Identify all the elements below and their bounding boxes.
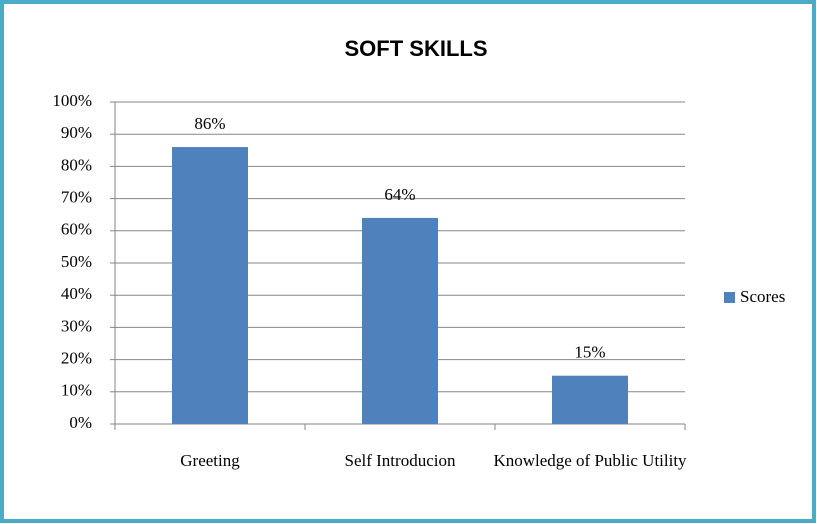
y-tick-label: 50%: [61, 252, 92, 271]
y-tick-label: 90%: [61, 123, 92, 142]
x-tick-label: Self Introducion: [344, 451, 456, 470]
bar: [362, 217, 438, 424]
y-tick-label: 20%: [61, 349, 92, 368]
y-tick-label: 80%: [61, 155, 92, 174]
y-tick-label: 30%: [61, 316, 92, 335]
data-label: 86%: [194, 114, 225, 133]
x-tick-label: Greeting: [180, 451, 240, 470]
bar: [172, 147, 248, 424]
y-tick-label: 70%: [61, 188, 92, 207]
y-tick-label: 10%: [61, 381, 92, 400]
data-label: 15%: [574, 343, 605, 362]
data-label: 64%: [384, 185, 415, 204]
bar: [552, 375, 628, 424]
y-tick-label: 40%: [61, 284, 92, 303]
x-tick-label: Knowledge of Public Utility: [493, 451, 687, 470]
legend-swatch: [724, 292, 735, 303]
y-tick-label: 100%: [52, 91, 92, 110]
y-tick-label: 60%: [61, 220, 92, 239]
chart-title: SOFT SKILLS: [345, 36, 488, 61]
y-tick-label: 0%: [69, 413, 92, 432]
legend-label: Scores: [740, 287, 785, 306]
